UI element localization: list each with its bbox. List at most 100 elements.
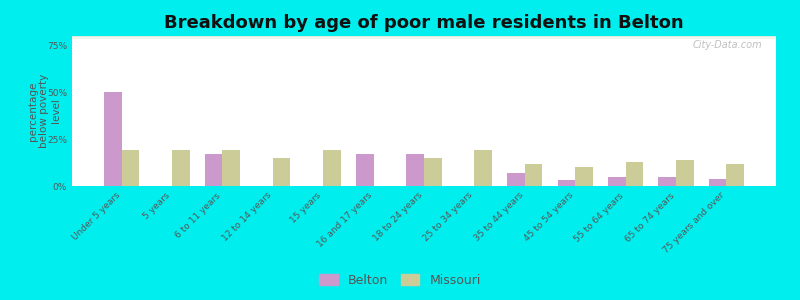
Bar bbox=[72, 37, 776, 38]
Bar bbox=[72, 36, 776, 38]
Bar bbox=[72, 37, 776, 38]
Bar bbox=[72, 38, 776, 39]
Bar bbox=[525, 164, 542, 186]
Bar bbox=[72, 37, 776, 39]
Bar bbox=[72, 36, 776, 38]
Bar bbox=[72, 37, 776, 38]
Bar bbox=[104, 92, 122, 186]
Bar bbox=[72, 36, 776, 38]
Bar bbox=[72, 36, 776, 38]
Bar bbox=[72, 37, 776, 39]
Bar bbox=[72, 37, 776, 38]
Bar bbox=[72, 37, 776, 38]
Bar bbox=[72, 36, 776, 38]
Bar bbox=[72, 37, 776, 38]
Bar bbox=[72, 37, 776, 38]
Bar bbox=[72, 37, 776, 38]
Bar bbox=[406, 154, 424, 186]
Bar bbox=[474, 150, 492, 186]
Bar bbox=[72, 37, 776, 39]
Bar bbox=[222, 150, 240, 186]
Title: Breakdown by age of poor male residents in Belton: Breakdown by age of poor male residents … bbox=[164, 14, 684, 32]
Bar bbox=[72, 37, 776, 38]
Bar bbox=[122, 150, 139, 186]
Bar bbox=[72, 37, 776, 38]
Bar bbox=[72, 37, 776, 38]
Bar bbox=[72, 36, 776, 38]
Bar bbox=[72, 37, 776, 39]
Bar bbox=[356, 154, 374, 186]
Bar bbox=[72, 36, 776, 38]
Bar bbox=[72, 36, 776, 38]
Bar bbox=[72, 37, 776, 38]
Bar bbox=[72, 37, 776, 39]
Bar bbox=[72, 37, 776, 38]
Bar bbox=[72, 38, 776, 39]
Bar bbox=[72, 37, 776, 39]
Bar bbox=[72, 37, 776, 39]
Bar bbox=[72, 37, 776, 39]
Bar bbox=[72, 38, 776, 39]
Bar bbox=[72, 38, 776, 39]
Bar bbox=[72, 36, 776, 38]
Bar bbox=[72, 37, 776, 38]
Bar bbox=[72, 36, 776, 38]
Bar bbox=[72, 36, 776, 38]
Bar bbox=[72, 37, 776, 38]
Text: City-Data.com: City-Data.com bbox=[692, 40, 762, 50]
Bar bbox=[72, 36, 776, 38]
Bar bbox=[558, 180, 575, 186]
Bar bbox=[72, 37, 776, 38]
Bar bbox=[72, 37, 776, 39]
Bar bbox=[72, 36, 776, 38]
Bar bbox=[172, 150, 190, 186]
Bar bbox=[72, 37, 776, 38]
Bar bbox=[72, 36, 776, 38]
Bar bbox=[72, 37, 776, 39]
Bar bbox=[72, 37, 776, 38]
Bar bbox=[72, 37, 776, 39]
Bar bbox=[72, 38, 776, 39]
Bar bbox=[72, 37, 776, 38]
Bar bbox=[72, 37, 776, 38]
Bar bbox=[72, 36, 776, 38]
Bar bbox=[72, 38, 776, 39]
Bar bbox=[72, 37, 776, 39]
Bar bbox=[72, 36, 776, 38]
Bar bbox=[72, 37, 776, 38]
Bar bbox=[72, 38, 776, 39]
Bar bbox=[273, 158, 290, 186]
Bar bbox=[72, 37, 776, 38]
Bar bbox=[323, 150, 341, 186]
Y-axis label: percentage
below poverty
level: percentage below poverty level bbox=[28, 74, 61, 148]
Bar bbox=[72, 37, 776, 39]
Bar bbox=[72, 38, 776, 39]
Bar bbox=[72, 37, 776, 38]
Bar bbox=[575, 167, 593, 186]
Bar bbox=[72, 36, 776, 38]
Bar bbox=[72, 37, 776, 38]
Bar bbox=[72, 37, 776, 38]
Bar bbox=[658, 177, 676, 186]
Bar bbox=[72, 36, 776, 38]
Bar bbox=[72, 36, 776, 38]
Bar bbox=[72, 36, 776, 38]
Bar bbox=[72, 36, 776, 38]
Bar bbox=[72, 37, 776, 38]
Bar bbox=[72, 37, 776, 38]
Bar bbox=[626, 162, 643, 186]
Bar bbox=[72, 37, 776, 38]
Bar bbox=[424, 158, 442, 186]
Legend: Belton, Missouri: Belton, Missouri bbox=[315, 270, 485, 291]
Bar bbox=[608, 177, 626, 186]
Bar bbox=[72, 37, 776, 38]
Bar bbox=[72, 36, 776, 38]
Bar bbox=[72, 37, 776, 39]
Bar bbox=[72, 37, 776, 38]
Bar bbox=[72, 38, 776, 39]
Bar bbox=[72, 37, 776, 38]
Bar bbox=[676, 160, 694, 186]
Bar bbox=[72, 37, 776, 39]
Bar bbox=[72, 37, 776, 38]
Bar bbox=[72, 36, 776, 38]
